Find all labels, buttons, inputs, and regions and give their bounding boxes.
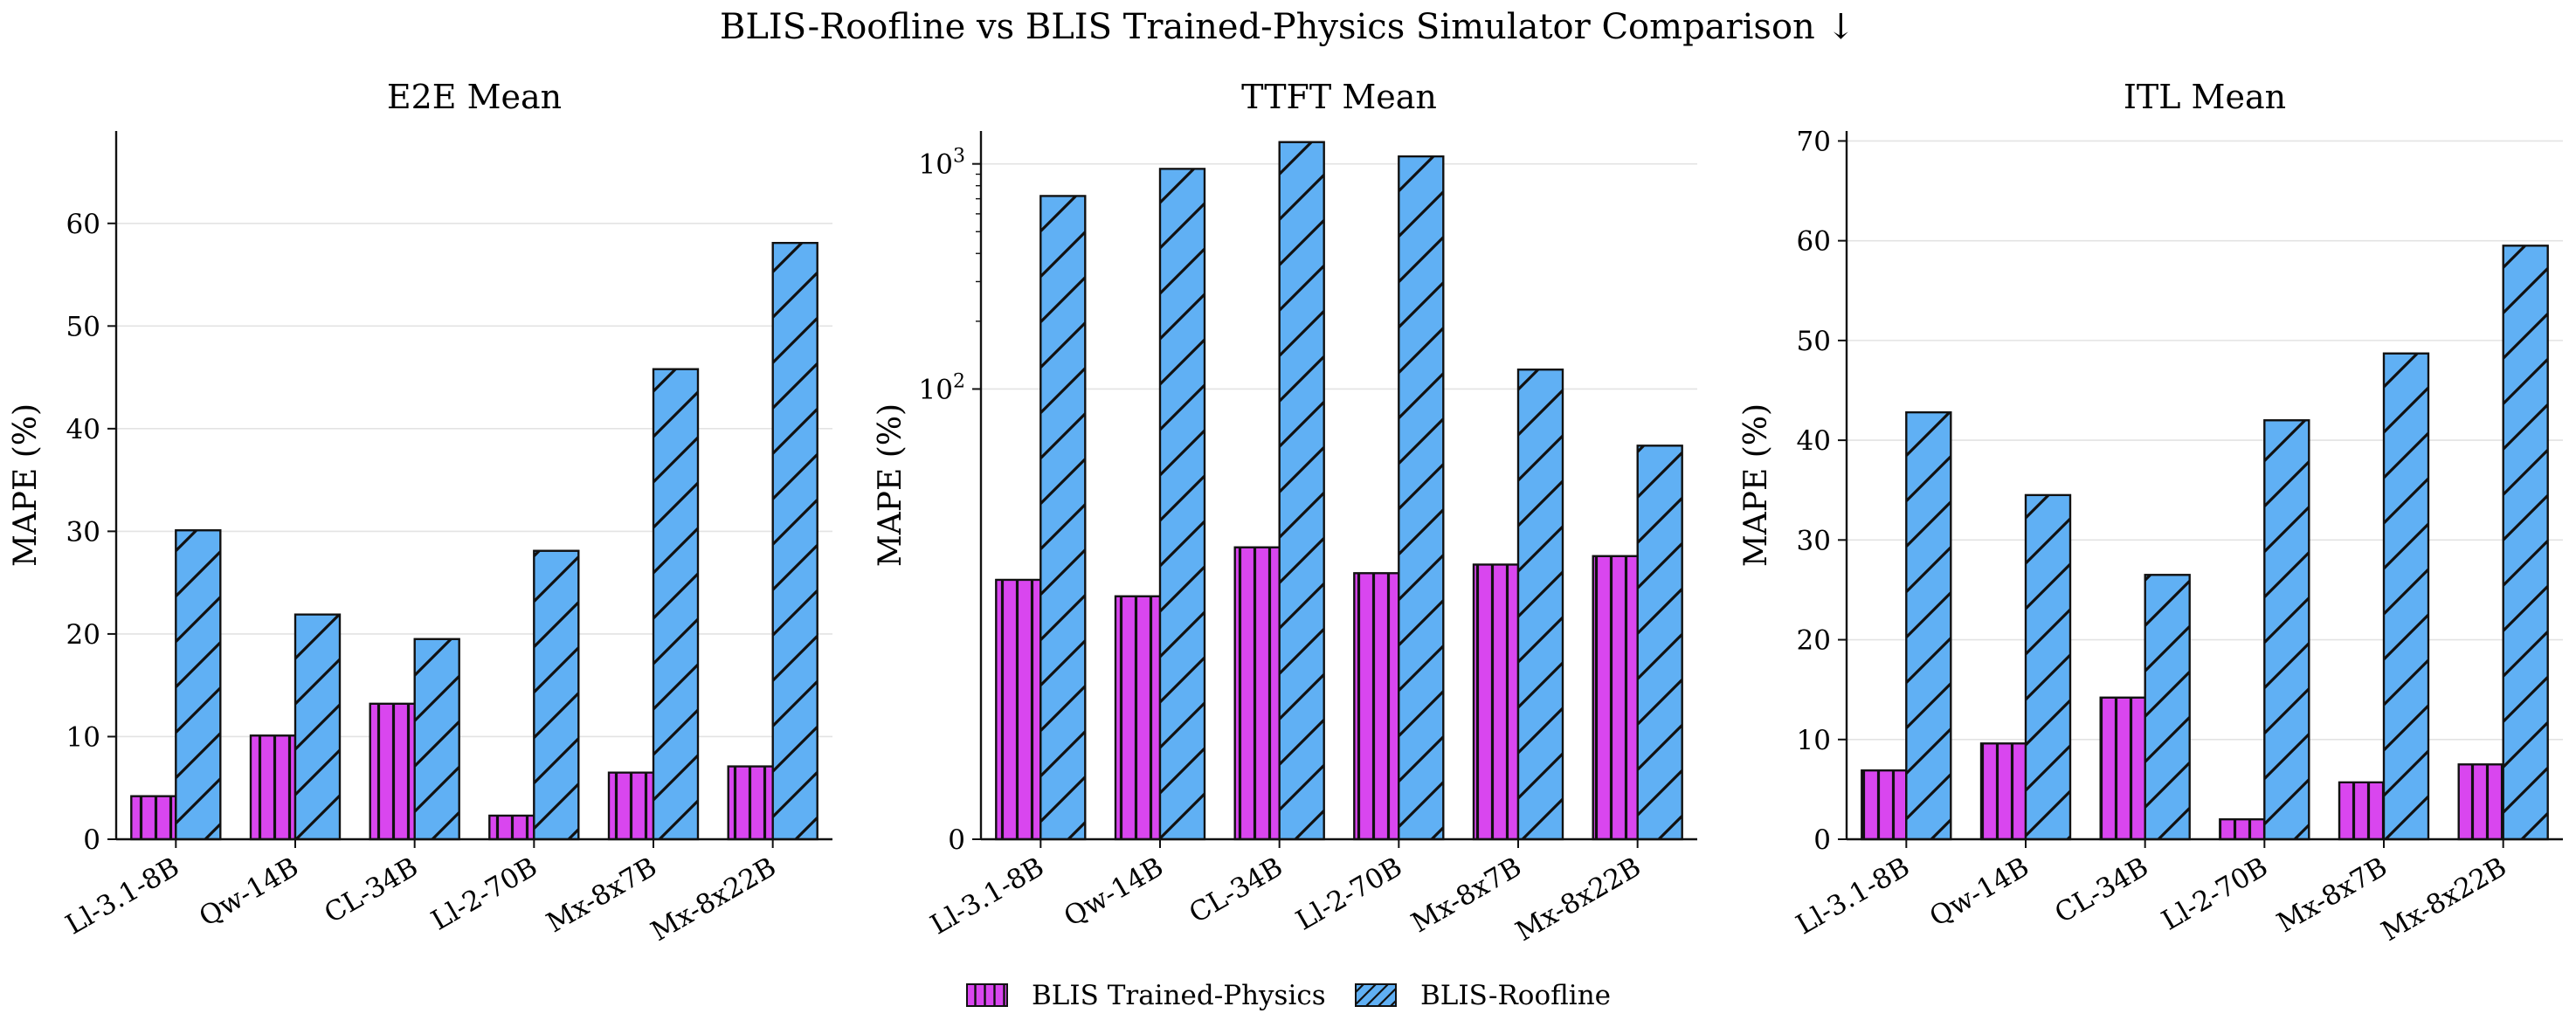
y-tick-label: 50 [1797,326,1831,357]
bar-blis-trained-physics-mx-8x7b-hatch [607,771,655,841]
figure-title: BLIS-Roofline vs BLIS Trained-Physics Si… [720,7,1855,47]
y-axis-label: MAPE (%) [873,403,908,567]
y-tick-label: 60 [1797,226,1831,258]
y-tick-label: 70 [1797,126,1831,157]
y-tick-label: 50 [66,311,100,342]
x-tick-label: Ll-3.1-8B [60,851,184,941]
x-tick-label: Ll-3.1-8B [925,851,1049,941]
bar-blis-roofline-mx-8x7b-hatch [2382,352,2430,841]
bar-blis-trained-physics-mx-8x7b-hatch [1472,563,1520,841]
bar-blis-trained-physics-qw-14b-hatch [1114,595,1162,841]
bar-blis-trained-physics-cl-34b-hatch [2099,696,2146,841]
bar-blis-roofline-cl-34b-hatch [413,638,460,841]
y-axis-label: MAPE (%) [8,403,44,567]
bar-blis-trained-physics-ll-3-1-8b-hatch [1861,769,1908,841]
y-tick-label: 40 [1797,425,1831,457]
panel-e2e-mean: 0 10 20 30 40 50 60 Ll-3.1-8B Qw-14B CL-34B Ll-2-7… [8,78,832,948]
bar-blis-roofline-ll-3-1-8b-hatch [175,529,222,841]
y-tick-label: 0 [948,824,965,856]
y-tick-label: 30 [66,516,100,548]
x-tick-label: Mx-8x22B [2376,851,2511,948]
x-tick-label: CL-34B [2049,851,2153,930]
y-axis-label: MAPE (%) [1738,403,1774,567]
legend-label-trained-physics: BLIS Trained-Physics [1032,980,1326,1011]
y-tick-label: 20 [66,619,100,651]
y-tick-label: 30 [1797,525,1831,556]
legend: BLIS Trained-Physics BLIS-Roofline [966,980,1611,1011]
y-tick-label: 0 [83,824,100,856]
y-tick-label: 60 [66,209,100,240]
bar-blis-trained-physics-mx-8x22b-hatch [727,765,774,841]
x-tick-label: Mx-8x7B [1406,851,1527,940]
legend-swatch-roofline-hatch [1355,983,1397,1007]
bar-blis-roofline-ll-2-70b-hatch [2263,419,2310,841]
x-tick-label: CL-34B [1184,851,1288,930]
x-tick-label: Mx-8x22B [646,851,781,948]
bar-blis-roofline-ll-3-1-8b-hatch [1905,411,1952,841]
y-tick-label: 20 [1797,625,1831,657]
bar-blis-trained-physics-qw-14b-hatch [1979,742,2027,841]
bar-blis-trained-physics-ll-3-1-8b-hatch [130,795,177,841]
bar-blis-roofline-cl-34b-hatch [2144,574,2191,841]
bar-blis-trained-physics-ll-3-1-8b-hatch [995,578,1042,841]
bar-blis-roofline-ll-2-70b-hatch [533,549,580,841]
bar-blis-trained-physics-mx-8x7b-hatch [2338,781,2386,841]
bar-blis-trained-physics-cl-34b-hatch [369,702,416,841]
x-tick-label: Qw-14B [1059,851,1169,934]
x-tick-label: Ll-2-70B [2157,851,2274,937]
y-tick-label: 40 [66,414,100,445]
bar-blis-roofline-qw-14b-hatch [294,613,342,841]
bar-blis-trained-physics-ll-2-70b-hatch [2219,818,2266,841]
bar-blis-trained-physics-cl-34b-hatch [1233,546,1281,841]
bar-blis-roofline-mx-8x7b-hatch [1516,369,1564,841]
bar-blis-trained-physics-mx-8x22b-hatch [1592,555,1639,841]
bar-blis-roofline-qw-14b-hatch [2024,493,2072,841]
bar-blis-trained-physics-mx-8x22b-hatch [2457,763,2504,841]
x-tick-label: Mx-8x22B [1510,851,1646,948]
bar-blis-trained-physics-qw-14b-hatch [249,734,297,841]
panel-title: TTFT Mean [1241,78,1437,116]
x-tick-label: Ll-2-70B [1291,851,1408,937]
x-tick-label: Qw-14B [194,851,304,934]
bar-blis-roofline-mx-8x22b-hatch [2502,245,2549,841]
bar-blis-roofline-mx-8x22b-hatch [771,242,818,841]
bar-blis-roofline-cl-34b-hatch [1278,141,1325,841]
bar-blis-trained-physics-ll-2-70b-hatch [488,814,535,841]
bar-blis-roofline-ll-2-70b-hatch [1398,155,1445,841]
y-tick-label: 103 [919,146,965,181]
x-tick-label: Ll-2-70B [426,851,543,937]
x-tick-label: Qw-14B [1924,851,2034,934]
y-tick-label: 102 [919,370,965,405]
x-tick-label: Mx-8x7B [2272,851,2393,940]
bar-blis-roofline-mx-8x22b-hatch [1636,445,1683,841]
panel-title: ITL Mean [2124,78,2286,116]
panel-title: E2E Mean [387,78,562,116]
x-tick-label: Ll-3.1-8B [1791,851,1915,941]
x-tick-label: Mx-8x7B [542,851,662,940]
legend-swatch-trained-physics-hatch [966,983,1008,1007]
bar-blis-trained-physics-ll-2-70b-hatch [1353,572,1400,841]
bar-blis-roofline-mx-8x7b-hatch [652,368,700,841]
bar-blis-roofline-ll-3-1-8b-hatch [1039,195,1087,841]
bar-blis-roofline-qw-14b-hatch [1158,168,1206,841]
legend-label-roofline: BLIS-Roofline [1420,980,1611,1011]
y-tick-label: 10 [66,721,100,753]
panel-itl-mean: 0 10 20 30 40 50 60 70 Ll-3.1-8B Qw-14B CL-34B Ll-2… [1738,78,2563,948]
x-tick-label: CL-34B [319,851,423,930]
y-tick-label: 0 [1813,824,1831,856]
y-tick-label: 10 [1797,725,1831,756]
